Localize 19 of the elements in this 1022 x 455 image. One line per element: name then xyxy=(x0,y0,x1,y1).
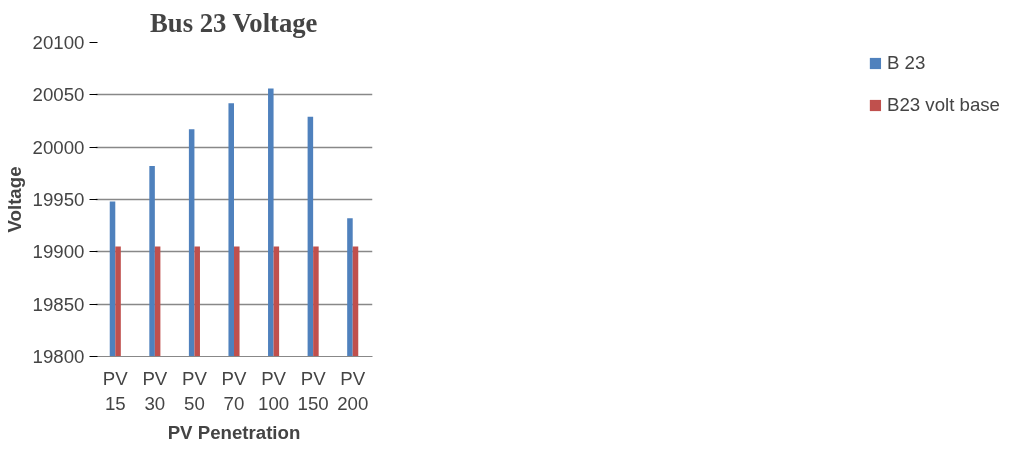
x-tick-label: PV 30 xyxy=(142,367,168,414)
y-tick-label: 19950 xyxy=(32,189,85,210)
x-tick-label: PV 50 xyxy=(181,367,208,414)
y-axis-title: Voltage xyxy=(3,166,25,233)
x-tick-label: PV 70 xyxy=(221,367,247,414)
legend-label: B 23 xyxy=(886,52,926,74)
y-tick-label: 19900 xyxy=(32,241,85,263)
legend-label: B23 volt base xyxy=(886,94,1000,116)
x-tick-label: PV 150 xyxy=(297,367,329,414)
y-tick-label: 20100 xyxy=(32,32,85,53)
y-tick-label: 19850 xyxy=(32,293,85,315)
chart-title: Bus 23 Voltage xyxy=(150,7,318,38)
y-tick-label: 20050 xyxy=(32,84,85,106)
x-tick-label: PV 200 xyxy=(337,367,369,414)
y-tick-label: 20000 xyxy=(32,136,85,158)
y-tick-label: 19800 xyxy=(32,346,85,367)
x-tick-label: PV 15 xyxy=(102,367,129,414)
x-axis-title: PV Penetration xyxy=(167,421,301,443)
x-tick-label: PV 100 xyxy=(258,367,290,414)
